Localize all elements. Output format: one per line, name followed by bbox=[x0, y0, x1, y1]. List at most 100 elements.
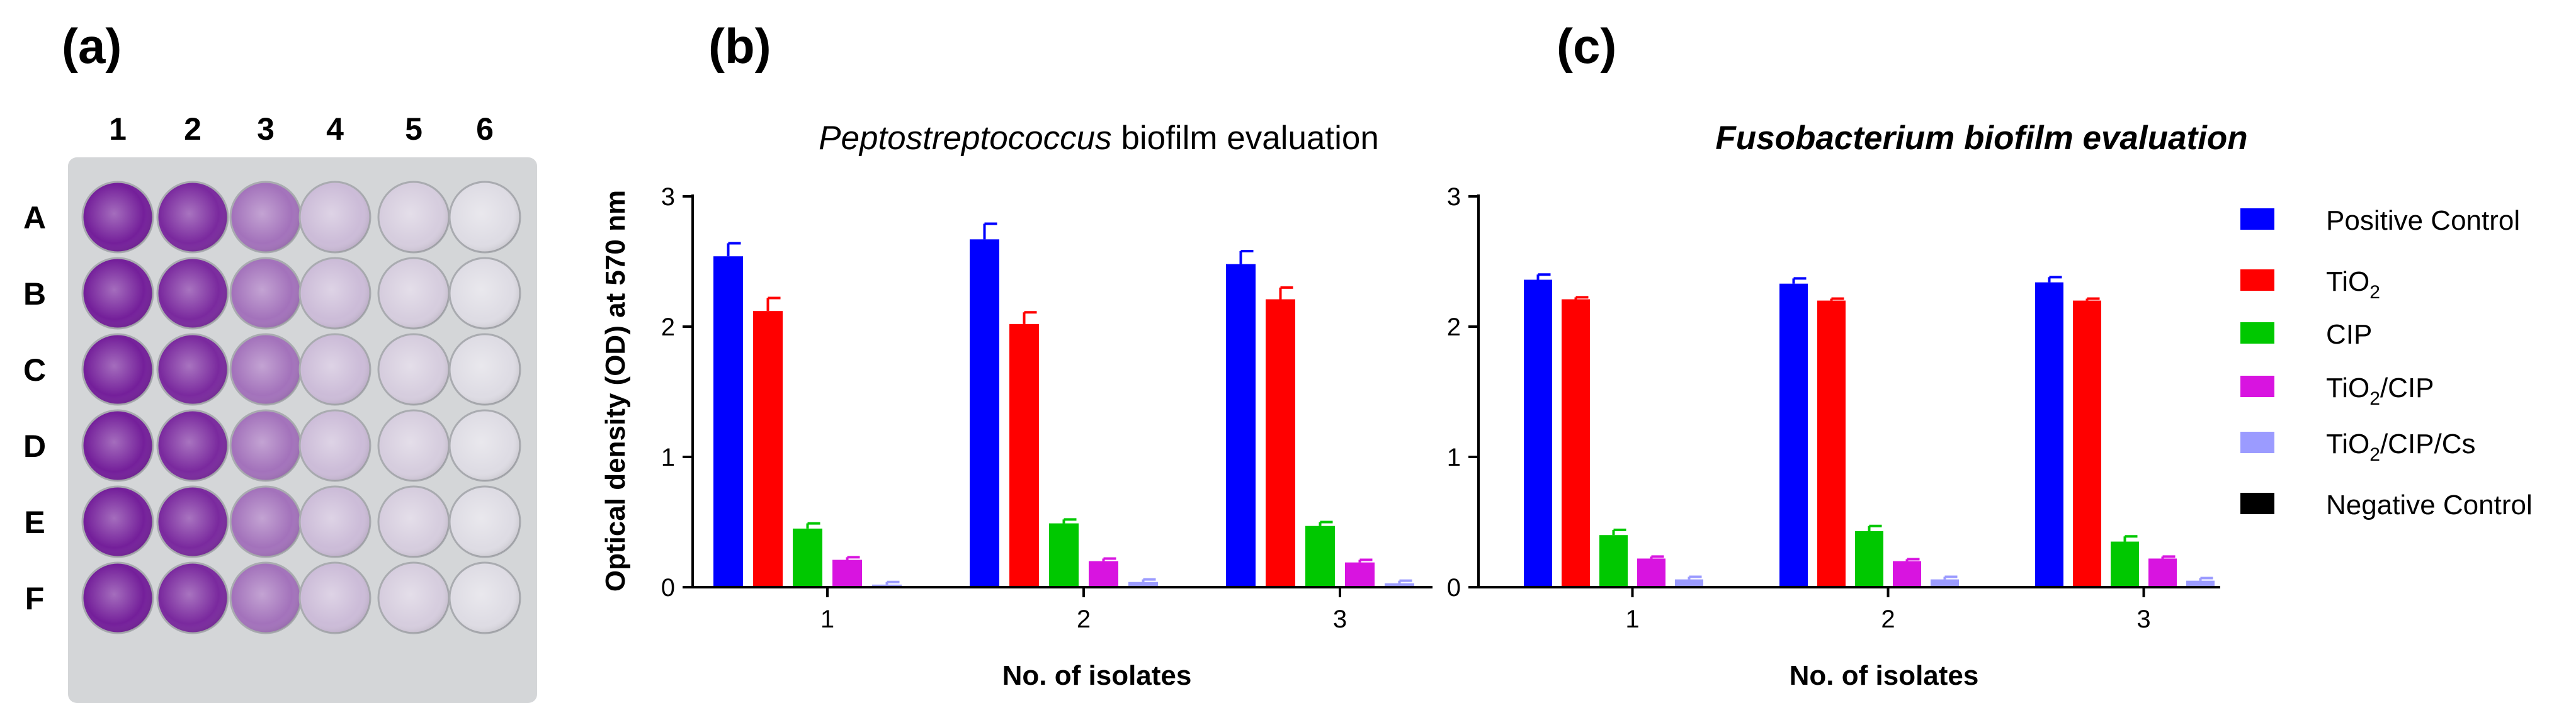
x-axis-label: No. of isolates bbox=[1002, 660, 1192, 691]
y-tick-label: 1 bbox=[1447, 444, 1461, 471]
plate-well-shading bbox=[300, 410, 370, 481]
panel-label-b: (b) bbox=[708, 18, 771, 74]
legend-swatch bbox=[2240, 376, 2274, 397]
plate-well-shading bbox=[450, 410, 520, 481]
plate-well-shading bbox=[378, 258, 449, 329]
plate-well-shading bbox=[378, 563, 449, 633]
bar bbox=[713, 256, 743, 588]
legend-label: TiO2/CIP bbox=[2326, 373, 2434, 409]
legend-item-positive-control: Positive Control bbox=[2240, 205, 2520, 236]
plate-well-shading bbox=[450, 563, 520, 633]
bar bbox=[2148, 558, 2177, 587]
bar bbox=[1675, 579, 1703, 587]
plate-column-label: 4 bbox=[326, 111, 344, 147]
plate-well-shading bbox=[82, 334, 153, 405]
bar bbox=[1009, 323, 1039, 587]
y-tick-label: 0 bbox=[1447, 574, 1461, 602]
plate-well-shading bbox=[82, 563, 153, 633]
legend: Positive Control TiO2 CIP TiO2/CIP TiO2/… bbox=[2240, 205, 2533, 520]
bar bbox=[1817, 300, 1846, 587]
legend-label: CIP bbox=[2326, 319, 2372, 350]
plate-wells bbox=[81, 181, 521, 634]
plate-well-shading bbox=[230, 486, 301, 557]
plate-well-shading bbox=[230, 182, 301, 252]
plate-well-shading bbox=[82, 182, 153, 252]
plate-well-shading bbox=[157, 486, 228, 557]
plate-well-shading bbox=[450, 182, 520, 252]
chart-title: Fusobacterium biofilm evaluation bbox=[1715, 120, 2247, 157]
plate-row-label: E bbox=[24, 505, 45, 540]
plate-well-shading bbox=[300, 563, 370, 633]
bar bbox=[1599, 535, 1628, 587]
legend-item-tio2: TiO2 bbox=[2240, 266, 2380, 303]
bar bbox=[1524, 279, 1552, 587]
y-axis-label: Optical density (OD) at 570 nm bbox=[600, 190, 631, 592]
plate-well-shading bbox=[378, 486, 449, 557]
chart-peptostreptococcus: Peptostreptococcus biofilm evaluation 01… bbox=[600, 120, 1433, 691]
bar bbox=[793, 528, 822, 587]
plate-well-shading bbox=[230, 410, 301, 481]
plate-well-shading bbox=[82, 486, 153, 557]
bar bbox=[1855, 531, 1883, 587]
chart-fusobacterium: Fusobacterium biofilm evaluation 0 1 2 3 1 2… bbox=[1447, 120, 2248, 691]
plate-column-label: 2 bbox=[184, 111, 201, 147]
plate-column-label: 1 bbox=[109, 111, 127, 147]
bar bbox=[1305, 526, 1335, 587]
legend-label: Positive Control bbox=[2326, 205, 2520, 236]
y-axis: 0 1 2 3 bbox=[661, 183, 694, 602]
x-tick-label: 2 bbox=[1077, 605, 1091, 633]
bar bbox=[2111, 541, 2139, 587]
x-axis: 1 2 3 bbox=[693, 586, 1433, 633]
plate-well-shading bbox=[82, 258, 153, 329]
well-plate-photo: 1 2 3 4 5 6 A B C D E F bbox=[23, 111, 537, 703]
y-tick-label: 2 bbox=[661, 313, 675, 341]
legend-swatch bbox=[2240, 493, 2274, 514]
bar bbox=[832, 560, 862, 587]
bars bbox=[713, 222, 1414, 588]
bar bbox=[1779, 283, 1808, 587]
plate-row-labels: A B C D E F bbox=[23, 200, 46, 616]
legend-item-cip: CIP bbox=[2240, 319, 2372, 350]
panel-label-c: (c) bbox=[1557, 18, 1616, 74]
bar bbox=[2035, 282, 2063, 587]
plate-well-shading bbox=[230, 258, 301, 329]
y-tick-label: 1 bbox=[661, 444, 675, 471]
plate-well-shading bbox=[450, 258, 520, 329]
legend-item-tio2-cip-cs: TiO2/CIP/Cs bbox=[2240, 429, 2476, 465]
plate-well-shading bbox=[378, 182, 449, 252]
plate-well-shading bbox=[300, 486, 370, 557]
plate-well-shading bbox=[378, 334, 449, 405]
x-tick-label: 1 bbox=[820, 605, 834, 633]
x-axis: 1 2 3 bbox=[1478, 586, 2220, 633]
bar bbox=[1893, 561, 1921, 587]
x-tick-label: 2 bbox=[1881, 605, 1895, 633]
bar bbox=[1128, 582, 1158, 587]
plate-row-label: B bbox=[23, 276, 46, 312]
legend-label: Negative Control bbox=[2326, 490, 2533, 520]
bars bbox=[1524, 273, 2215, 587]
plate-well-shading bbox=[157, 182, 228, 252]
legend-label: TiO2/CIP/Cs bbox=[2326, 429, 2476, 465]
plate-well-shading bbox=[82, 410, 153, 481]
bar bbox=[970, 239, 999, 587]
bar bbox=[1089, 561, 1118, 587]
bar bbox=[2186, 580, 2215, 587]
legend-swatch bbox=[2240, 432, 2274, 453]
x-tick-label: 1 bbox=[1625, 605, 1639, 633]
bar bbox=[1637, 558, 1665, 587]
bar bbox=[872, 584, 902, 587]
legend-label: TiO2 bbox=[2326, 266, 2380, 303]
legend-item-tio2-cip: TiO2/CIP bbox=[2240, 373, 2434, 409]
plate-well-shading bbox=[300, 182, 370, 252]
plate-column-labels: 1 2 3 4 5 6 bbox=[109, 111, 494, 147]
plate-well-shading bbox=[157, 258, 228, 329]
plate-well-shading bbox=[157, 410, 228, 481]
bar bbox=[1345, 562, 1375, 587]
bar bbox=[1562, 299, 1590, 587]
plate-well-shading bbox=[450, 486, 520, 557]
bar bbox=[753, 311, 783, 587]
bar bbox=[1266, 299, 1295, 587]
plate-well-shading bbox=[157, 334, 228, 405]
y-axis: 0 1 2 3 bbox=[1447, 183, 1480, 602]
